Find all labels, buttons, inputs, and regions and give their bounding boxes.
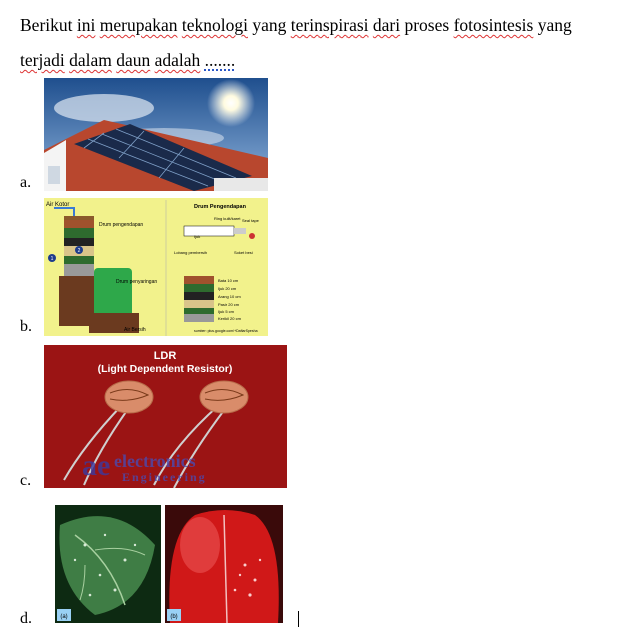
lobang-label: Lobang pembersih xyxy=(174,250,207,255)
watermark-logo: ae xyxy=(82,449,110,482)
question-word: fotosintesis xyxy=(453,15,534,35)
source-label: sumber: plus.google.com/+DaftarSpesha xyxy=(194,329,258,333)
drum-penyaringan-label: Drum penyaringan xyxy=(116,279,157,285)
text-cursor xyxy=(298,611,299,627)
question-word: yang xyxy=(537,15,572,35)
option-a-letter: a. xyxy=(20,174,32,191)
air-bersih-label: Air Bersih xyxy=(124,327,146,333)
layer-2: Ijuk 20 cm xyxy=(218,286,237,291)
leaf-photo: (a) xyxy=(55,505,161,623)
question-word: daun xyxy=(116,50,151,70)
water-filter-image: Air Kotor Drum pengendapan Drum penyarin… xyxy=(44,198,268,336)
number-1-badge: 1 xyxy=(51,256,54,262)
question-word: adalah xyxy=(154,50,201,70)
layer-4: Pasir 20 cm xyxy=(218,302,240,307)
car-photo: (b) xyxy=(165,505,283,623)
question-word: ....... xyxy=(204,50,236,70)
panel-title: Drum Pengendapan xyxy=(194,204,247,210)
question-word: terjadi xyxy=(20,50,65,70)
drum-pengendapan-label: Drum pengendapan xyxy=(99,222,143,228)
ring-label: Ring kulit/karet xyxy=(214,216,241,221)
question-word: teknologi xyxy=(181,15,248,35)
question-word: merupakan xyxy=(99,15,178,35)
option-b-letter: b. xyxy=(20,318,32,335)
photo-label-a: (a) xyxy=(60,614,67,620)
question-text: Berikut ini merupakan teknologi yang ter… xyxy=(20,8,620,78)
ldr-image: LDR (Light Dependent Resistor) ae electr… xyxy=(44,345,287,488)
question-word: terinspirasi xyxy=(290,15,369,35)
option-c-letter: c. xyxy=(20,472,32,489)
question-word: dalam xyxy=(69,50,112,70)
solar-panel-image xyxy=(44,78,268,191)
question-word: yang xyxy=(252,15,287,35)
soket-label: Soket besi xyxy=(234,250,253,255)
watermark-engineering: Engineering xyxy=(122,470,207,484)
question-word: dari xyxy=(372,15,401,35)
seal-tape-label: Seal tape xyxy=(242,218,260,223)
ijuk-label: Ijuk xyxy=(194,234,200,239)
question-word: ini xyxy=(76,15,96,35)
option-d-letter: d. xyxy=(20,610,32,627)
number-2-badge: 2 xyxy=(78,248,81,254)
question-word: Berikut xyxy=(20,15,73,35)
layer-3: Arang 10 cm xyxy=(218,294,241,299)
layer-1: Bata 10 cm xyxy=(218,278,239,283)
layer-6: Kerikil 20 cm xyxy=(218,316,242,321)
photo-label-b: (b) xyxy=(170,614,177,620)
ldr-title: LDR xyxy=(154,350,177,362)
question-word: proses xyxy=(404,15,450,35)
watermark-electronics: electronics xyxy=(114,451,196,471)
air-kotor-label: Air Kotor xyxy=(46,202,69,208)
layer-5: Ijuk 5 cm xyxy=(218,309,235,314)
ldr-subtitle: (Light Dependent Resistor) xyxy=(98,363,233,375)
